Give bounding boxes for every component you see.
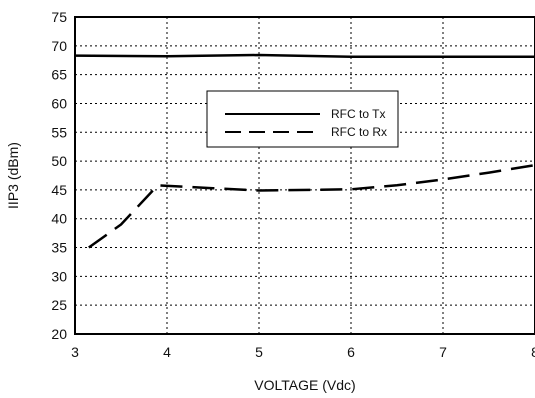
legend: RFC to Tx RFC to Rx xyxy=(206,90,399,148)
x-tick-label-8: 8 xyxy=(531,344,535,360)
x-tick-label-7: 7 xyxy=(439,344,447,360)
legend-label-rfc-to-tx: RFC to Tx xyxy=(331,107,385,121)
x-tick-label-6: 6 xyxy=(347,344,355,360)
legend-box xyxy=(206,90,399,148)
y-tick-label-25: 25 xyxy=(51,297,67,313)
x-tick-label-3: 3 xyxy=(71,344,79,360)
y-tick-label-65: 65 xyxy=(51,67,67,83)
y-tick-label-40: 40 xyxy=(51,211,67,227)
y-tick-label-50: 50 xyxy=(51,153,67,169)
y-tick-label-55: 55 xyxy=(51,124,67,140)
y-tick-label-45: 45 xyxy=(51,182,67,198)
y-tick-label-60: 60 xyxy=(51,95,67,111)
y-tick-label-70: 70 xyxy=(51,38,67,54)
y-tick-label-20: 20 xyxy=(51,326,67,342)
y-axis-title: IIP3 (dBm) xyxy=(5,142,21,209)
series-line-rfc-to-rx xyxy=(88,163,535,249)
x-tick-label-4: 4 xyxy=(163,344,171,360)
series-line-rfc-to-tx xyxy=(74,53,535,59)
series-layer xyxy=(74,53,535,249)
tick-labels: 202530354045505560657075345678 xyxy=(51,9,535,360)
y-tick-label-30: 30 xyxy=(51,268,67,284)
x-tick-label-5: 5 xyxy=(255,344,263,360)
x-axis-title: VOLTAGE (Vdc) xyxy=(254,377,355,393)
y-tick-label-35: 35 xyxy=(51,240,67,256)
legend-label-rfc-to-rx: RFC to Rx xyxy=(331,125,387,139)
y-tick-label-75: 75 xyxy=(51,9,67,25)
plot-area-frame xyxy=(74,16,535,335)
